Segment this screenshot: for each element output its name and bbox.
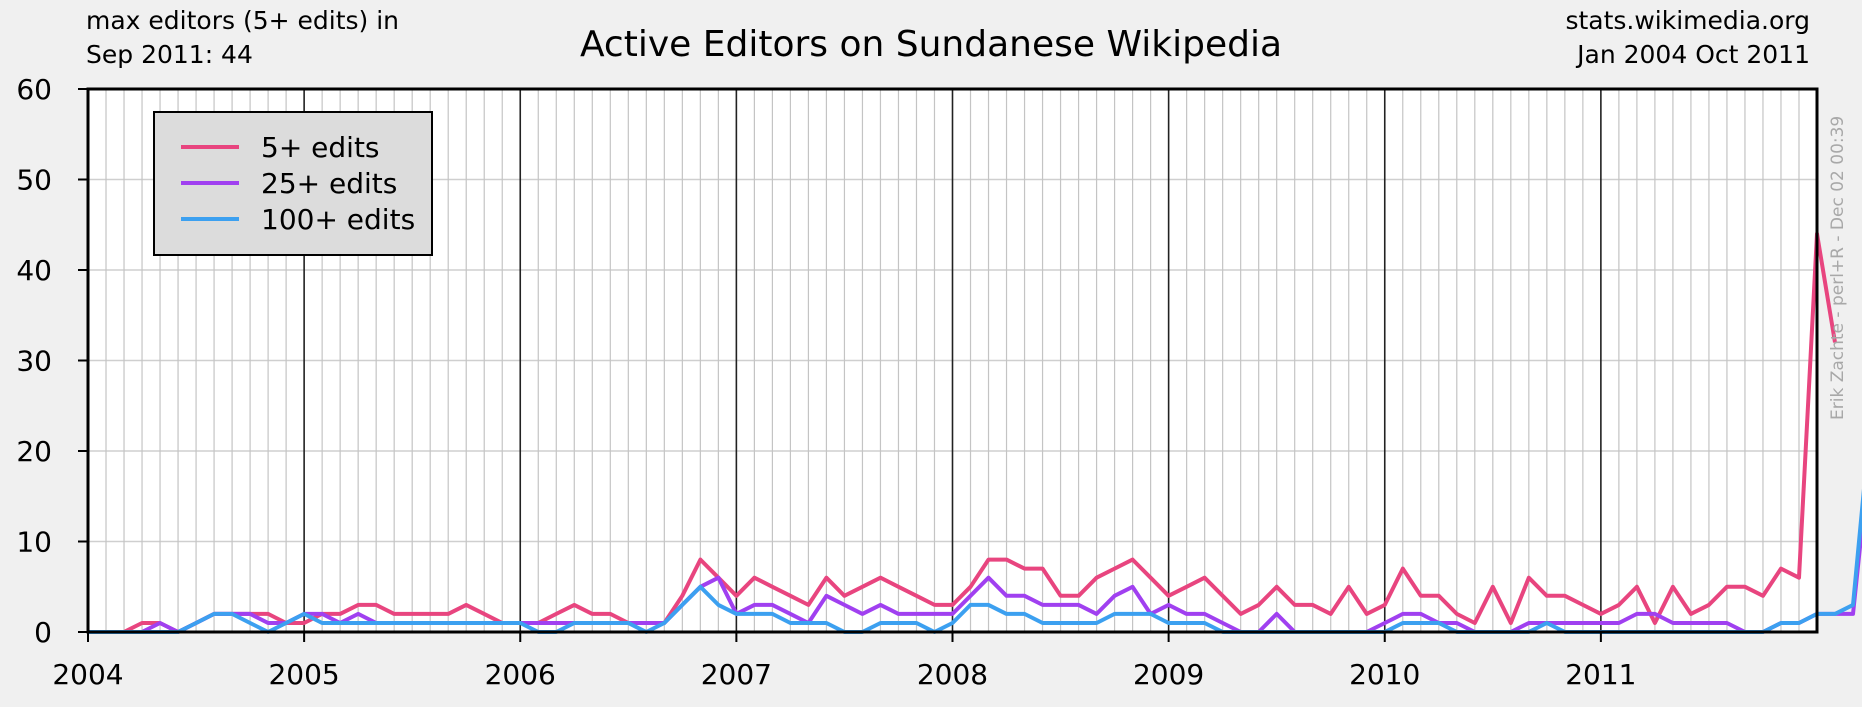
source-site: stats.wikimedia.org	[1565, 6, 1810, 35]
legend-swatch-5-edits	[181, 145, 239, 149]
legend: 5+ edits 25+ edits 100+ edits	[153, 111, 433, 256]
x-tick-label: 2007	[701, 658, 772, 691]
max-editors-note-line2: Sep 2011: 44	[86, 40, 253, 69]
max-editors-note: max editors (5+ edits) in Sep 2011: 44	[86, 4, 399, 72]
legend-swatch-100-edits	[181, 217, 239, 221]
x-tick-label: 2004	[52, 658, 123, 691]
legend-item-25-edits: 25+ edits	[181, 165, 397, 201]
y-tick-label: 20	[16, 435, 52, 468]
y-tick-label: 0	[34, 616, 52, 649]
legend-label-25-edits: 25+ edits	[261, 166, 398, 200]
legend-label-5-edits: 5+ edits	[261, 130, 380, 164]
y-tick-label: 10	[16, 526, 52, 559]
x-tick-label: 2009	[1133, 658, 1204, 691]
x-tick-label: 2011	[1565, 658, 1636, 691]
y-tick-label: 50	[16, 164, 52, 197]
date-range: Jan 2004 Oct 2011	[1577, 40, 1810, 69]
y-tick-label: 30	[16, 345, 52, 378]
series-line-1	[88, 231, 1837, 634]
y-tick-label: 60	[16, 73, 52, 106]
legend-item-100-edits: 100+ edits	[181, 201, 415, 237]
max-editors-note-line1: max editors (5+ edits) in	[86, 6, 400, 35]
legend-swatch-25-edits	[181, 181, 239, 185]
legend-label-100-edits: 100+ edits	[261, 202, 416, 236]
author-credit-text: Erik Zachte - perl+R - Dec 02 00:39	[1828, 115, 1848, 420]
x-tick-label: 2010	[1349, 658, 1420, 691]
x-tick-label: 2005	[268, 658, 339, 691]
x-tick-label: 2006	[485, 658, 556, 691]
legend-item-5-edits: 5+ edits	[181, 129, 380, 165]
x-tick-label: 2008	[917, 658, 988, 691]
source-note: stats.wikimedia.org Jan 2004 Oct 2011	[1565, 4, 1810, 72]
y-tick-label: 40	[16, 254, 52, 287]
chart-title: Active Editors on Sundanese Wikipedia	[579, 24, 1283, 65]
